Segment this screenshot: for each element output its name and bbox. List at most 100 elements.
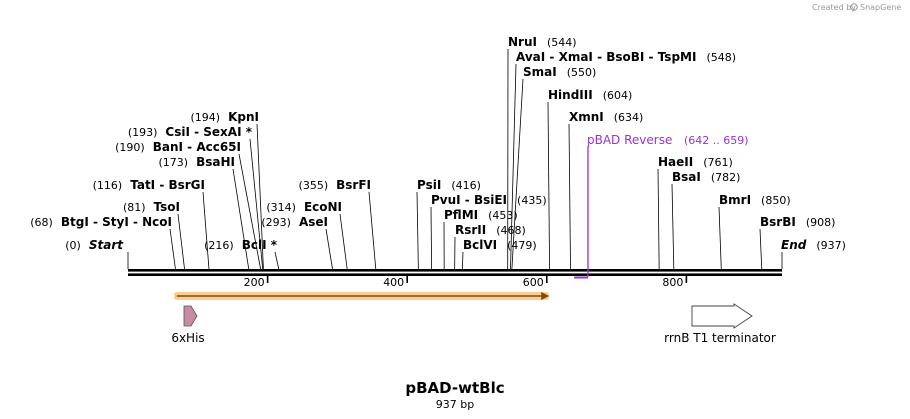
site-leader-line — [657, 168, 660, 270]
site-nrui[interactable]: NruI (544) — [507, 35, 577, 270]
site-position: (190) — [115, 141, 145, 154]
site-name: End — [781, 238, 807, 252]
site-position: (937) — [816, 239, 846, 252]
plasmid-title: pBAD-wtBlc — [405, 379, 504, 397]
site-psii[interactable]: PsiI (416) — [416, 178, 481, 270]
site-kpni[interactable]: KpnI (194) — [191, 110, 264, 270]
site-name: Start — [89, 238, 124, 252]
site-name: BmrI — [719, 193, 751, 207]
site-rsrii[interactable]: RsrII (468) — [454, 223, 526, 270]
site-bsai[interactable]: BsaI (782) — [671, 170, 741, 270]
site-position: (604) — [603, 89, 633, 102]
site-position: (293) — [261, 216, 291, 229]
6xhis-arrow-icon — [183, 305, 198, 327]
site-bclvi[interactable]: BclVI (479) — [461, 238, 537, 270]
site-pflmi[interactable]: PflMI (453) — [443, 208, 518, 270]
site-name: XmnI — [569, 110, 604, 124]
site-bsrfi[interactable]: BsrFI (355) — [299, 178, 377, 270]
site-bsahi[interactable]: BsaHI (173) — [159, 155, 250, 270]
site-asei[interactable]: AseI (293) — [261, 215, 333, 270]
site-position: (0) — [65, 239, 81, 252]
site-xmni[interactable]: XmnI (634) — [568, 110, 644, 270]
site-leader-line — [368, 191, 377, 270]
credit-text: Created by — [812, 3, 856, 12]
site-smai[interactable]: SmaI (550) — [511, 65, 596, 270]
site-leader-line — [177, 213, 185, 270]
feature-rrnb-terminator[interactable]: rrnB T1 terminator — [664, 303, 776, 345]
site-name: BsaHI — [196, 155, 235, 169]
site-position: (761) — [703, 156, 733, 169]
ruler: 200 400 600 800 — [244, 276, 688, 289]
site-position: (850) — [761, 194, 791, 207]
site-leader-line — [671, 183, 675, 270]
ruler-tick-label: 200 — [244, 276, 265, 289]
site-position: (216) — [204, 239, 234, 252]
site-avai[interactable]: AvaI - XmaI - BsoBI - TspMI (548) — [510, 50, 736, 270]
site-name: BanI - Acc65I — [153, 140, 241, 154]
site-leader-line — [510, 63, 517, 270]
site-leader-line — [718, 206, 722, 270]
site-position: (634) — [614, 111, 644, 124]
site-leader-line — [416, 191, 419, 270]
site-haeii[interactable]: HaeII (761) — [657, 155, 733, 270]
feature-6xhis[interactable]: 6xHis — [171, 305, 205, 345]
site-position: (416) — [451, 179, 481, 192]
ruler-tick-label: 600 — [523, 276, 544, 289]
site-pvui[interactable]: PvuI - BsiEI (435) — [430, 193, 547, 270]
site-hindiii[interactable]: HindIII (604) — [547, 88, 633, 270]
site-leader-line — [568, 123, 571, 270]
site-leader-line — [232, 168, 250, 270]
site-position: (468) — [496, 224, 526, 237]
site-name: BsrBI — [760, 215, 796, 229]
site-bcli[interactable]: BclI * (216) — [204, 238, 280, 270]
restriction-sites: Start(0)BtgI - StyI - NcoI(68)TsoI(81)Ta… — [30, 35, 846, 270]
primer-pbad-reverse[interactable]: pBAD Reverse (642 .. 659) — [574, 133, 749, 279]
site-tsoi[interactable]: TsoI (81) — [123, 200, 185, 270]
site-econi[interactable]: EcoNI (314) — [266, 200, 348, 270]
site-position: (782) — [711, 171, 741, 184]
site-position: (544) — [547, 36, 577, 49]
ruler-tick-label: 400 — [383, 276, 404, 289]
site-position: (314) — [266, 201, 296, 214]
site-leader-line — [238, 153, 262, 270]
site-leader-line — [274, 251, 280, 270]
site-name: TsoI — [154, 200, 180, 214]
site-name: AseI — [299, 215, 328, 229]
site-name: AvaI - XmaI - BsoBI - TspMI — [516, 50, 696, 64]
site-name: BclI * — [242, 238, 278, 252]
site-leader-line — [325, 228, 333, 270]
rrnb-terminator-arrow-icon — [691, 303, 753, 329]
site-bsrbi[interactable]: BsrBI (908) — [759, 215, 836, 270]
site-bmri[interactable]: BmrI (850) — [718, 193, 791, 270]
site-leader-line — [430, 206, 433, 270]
site-name: PsiI — [417, 178, 441, 192]
site-tati[interactable]: TatI - BsrGI (116) — [93, 178, 210, 270]
snapgene-logo-icon — [850, 3, 858, 11]
site-leader-line — [759, 228, 763, 270]
plasmid-length: 937 bp — [436, 398, 474, 411]
site-leader-line — [249, 138, 264, 270]
site-name: HaeII — [658, 155, 693, 169]
site-name: SmaI — [523, 65, 557, 79]
site-leader-line — [461, 251, 464, 270]
cds-feature[interactable] — [173, 292, 550, 300]
site-position: (81) — [123, 201, 146, 214]
site-start[interactable]: Start (0) — [65, 238, 129, 269]
site-btgi[interactable]: BtgI - StyI - NcoI (68) — [30, 215, 176, 270]
site-position: (193) — [128, 126, 158, 139]
site-position: (453) — [488, 209, 518, 222]
brand-text: SnapGene — [860, 3, 901, 12]
site-position: (194) — [191, 111, 221, 124]
site-name: BsrFI — [336, 178, 371, 192]
site-position: (908) — [806, 216, 836, 229]
site-csii[interactable]: CsiI - SexAI * (193) — [128, 125, 264, 270]
ruler-tick-label: 800 — [662, 276, 683, 289]
site-position: (173) — [159, 156, 189, 169]
site-leader-line — [202, 191, 210, 270]
site-end[interactable]: End (937) — [781, 238, 846, 269]
site-name: RsrII — [455, 223, 486, 237]
cds-arrow-head — [541, 292, 550, 300]
site-leader-line — [547, 101, 550, 270]
site-bani[interactable]: BanI - Acc65I (190) — [115, 140, 262, 270]
site-name: TatI - BsrGI — [130, 178, 205, 192]
